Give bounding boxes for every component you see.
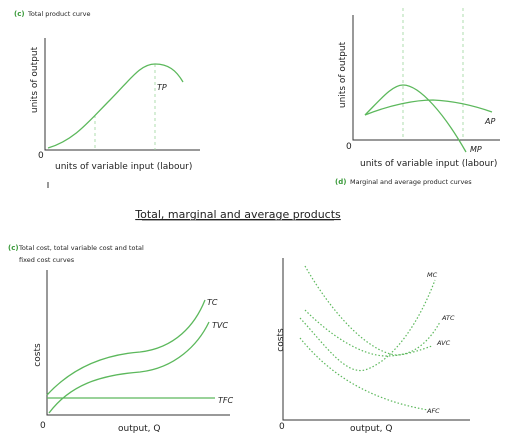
curve-label: TVC: [212, 321, 228, 330]
y-axis-label: costs: [33, 343, 43, 367]
y-axis-label: units of output: [338, 41, 348, 108]
panel-total-product: (c) Total product curve units of output …: [14, 10, 200, 188]
curve-label: TC: [207, 298, 218, 307]
curve: [304, 309, 433, 357]
x-axis-label: units of variable input (labour): [360, 159, 497, 169]
panel-caption: Total product curve: [27, 10, 91, 18]
curve-label: AP: [484, 117, 495, 126]
curve: [304, 265, 441, 356]
curve-label: MP: [470, 145, 482, 154]
panel-marginal-average: units of output 0 units of variable inpu…: [335, 8, 500, 186]
axes: [282, 258, 470, 421]
curve: [299, 337, 429, 411]
y-axis-label: units of output: [30, 46, 40, 113]
panel-caption: Marginal and average product curves: [350, 178, 472, 186]
panel-label: (c): [8, 244, 19, 252]
curve-label: TP: [157, 83, 167, 92]
curve-label: ATC: [441, 314, 455, 322]
curve: [46, 299, 206, 396]
curve: [48, 321, 210, 414]
curve: [299, 279, 436, 372]
origin: 0: [279, 422, 285, 432]
curve-label: MC: [427, 271, 438, 279]
x-axis-label: units of variable input (labour): [55, 162, 192, 172]
curve: [47, 63, 184, 149]
axes: [352, 15, 500, 141]
x-axis-label: output, Q: [350, 424, 393, 434]
panel-total-cost: (c) Total cost, total variable cost and …: [8, 244, 233, 434]
axes: [46, 270, 230, 416]
curve: [364, 84, 467, 153]
curve-label: AFC: [426, 407, 440, 415]
origin: 0: [38, 151, 44, 161]
panel-label: (c): [14, 10, 25, 18]
panel-label: (d): [335, 178, 346, 186]
y-axis-label: costs: [276, 328, 286, 352]
origin: 0: [346, 142, 352, 152]
x-axis-label: output, Q: [118, 424, 161, 434]
panel-caption: Total cost, total variable cost and tota…: [18, 244, 144, 252]
curve-label: TFC: [218, 396, 233, 405]
curve-label: AVC: [436, 339, 451, 347]
curve: [364, 99, 493, 116]
axes: [44, 38, 200, 151]
title: Total, marginal and average products: [134, 208, 341, 221]
panel-caption: fixed cost curves: [19, 256, 75, 264]
origin: 0: [40, 421, 46, 431]
panel-unit-cost: costs 0 output, Q MC ATC AVC AFC: [276, 258, 470, 434]
